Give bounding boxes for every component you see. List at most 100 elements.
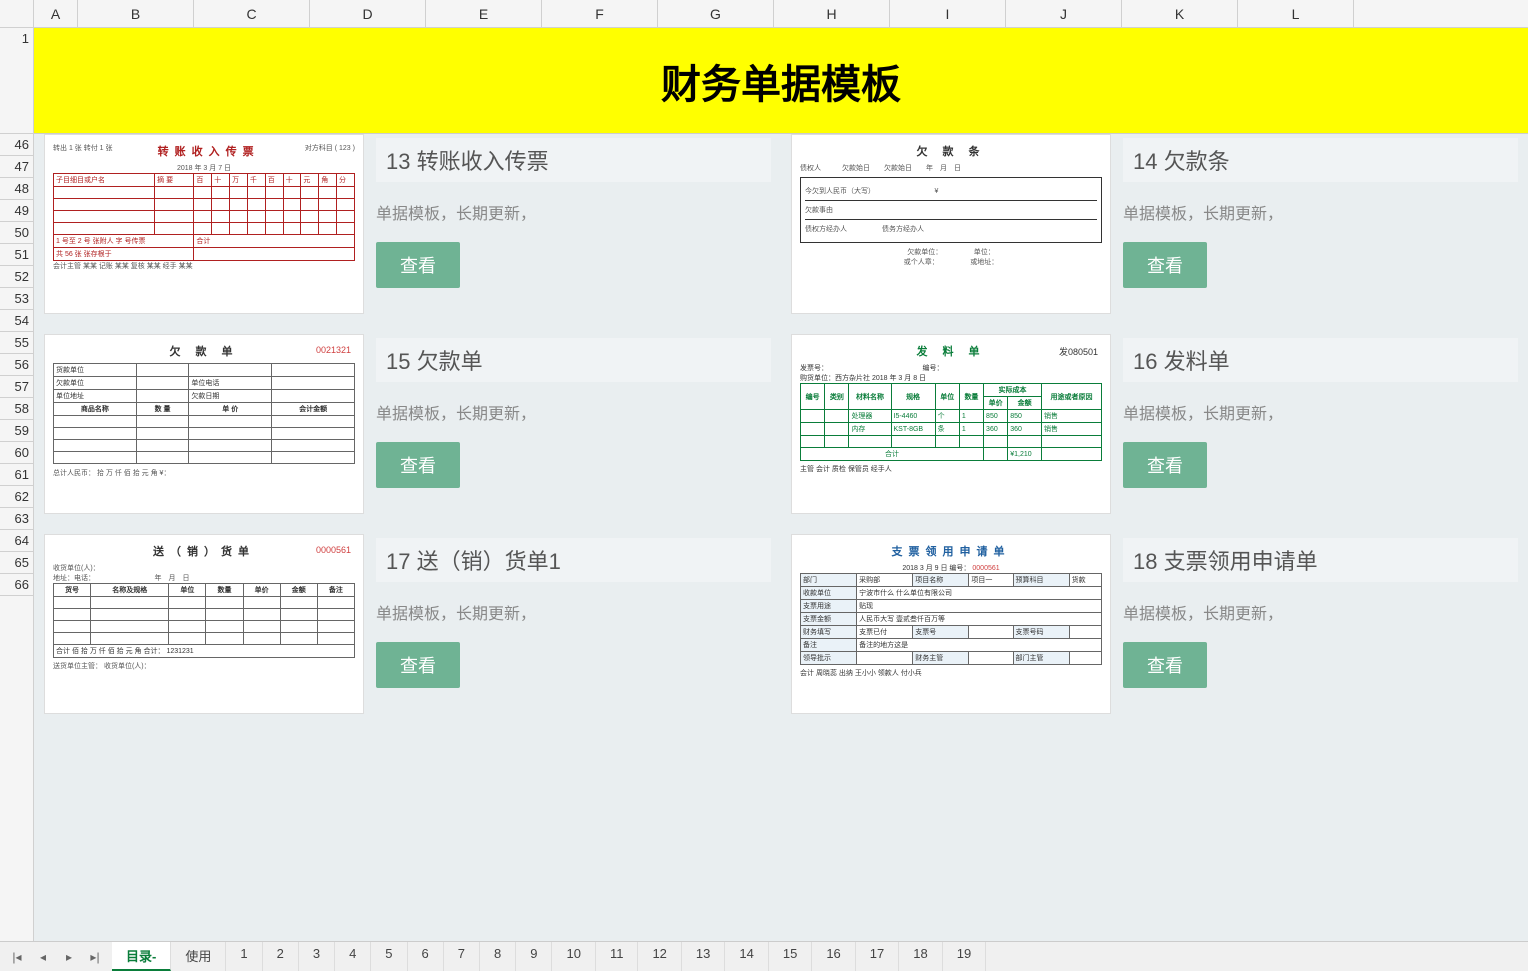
row-header[interactable]: 1: [0, 28, 33, 134]
col-header[interactable]: G: [658, 0, 774, 27]
col-header[interactable]: K: [1122, 0, 1238, 27]
col-header[interactable]: C: [194, 0, 310, 27]
select-all-corner[interactable]: [0, 0, 34, 27]
view-button[interactable]: 查看: [1123, 642, 1207, 688]
preview-table: 编号类别材料名称规格单位数量实际成本用途或者原因 单价金额 处理器I5-4460…: [800, 383, 1102, 461]
preview-form-title: 欠 款 条: [800, 143, 1102, 159]
sheet-tab[interactable]: 7: [444, 942, 480, 971]
col-header[interactable]: F: [542, 0, 658, 27]
view-button[interactable]: 查看: [1123, 242, 1207, 288]
view-button[interactable]: 查看: [1123, 442, 1207, 488]
sheet-tab[interactable]: 11: [596, 942, 639, 971]
template-desc: 单据模板，长期更新，: [376, 200, 771, 224]
col-header[interactable]: J: [1006, 0, 1122, 27]
sheet-tab[interactable]: 3: [299, 942, 335, 971]
preview-form-title: 欠 款 单: [53, 343, 355, 359]
row-header[interactable]: 46: [0, 134, 33, 156]
template-title: 16 发料单: [1123, 338, 1518, 382]
preview-total: 总计人民币： 拾 万 仟 佰 拾 元 角 ¥：: [53, 468, 355, 478]
col-header[interactable]: I: [890, 0, 1006, 27]
template-title: 17 送（销）货单1: [376, 538, 771, 582]
view-button[interactable]: 查看: [376, 242, 460, 288]
template-desc: 单据模板，长期更新，: [1123, 600, 1518, 624]
template-card-14: 欠 款 条 债权人 欠款始日 欠款始日 年 月 日 今欠到人民币（大写） ¥ 欠…: [791, 134, 1518, 314]
template-desc: 单据模板，长期更新，: [376, 400, 771, 424]
template-desc: 单据模板，长期更新，: [376, 600, 771, 624]
tab-nav-next-icon[interactable]: ▸: [60, 948, 78, 966]
template-desc: 单据模板，长期更新，: [1123, 400, 1518, 424]
row-header[interactable]: 47: [0, 156, 33, 178]
sheet-tab[interactable]: 18: [899, 942, 942, 971]
template-title: 18 支票领用申请单: [1123, 538, 1518, 582]
row-header[interactable]: 48: [0, 178, 33, 200]
preview-footer: 主管 会计 质检 保管员 经手人: [800, 464, 1102, 474]
sheet-tab[interactable]: 1: [226, 942, 262, 971]
sheet-tab[interactable]: 19: [943, 942, 986, 971]
row-header[interactable]: 64: [0, 530, 33, 552]
sheet-tabs-bar: |◂ ◂ ▸ ▸| 目录-使用1234567891011121314151617…: [0, 941, 1528, 971]
template-title: 14 欠款条: [1123, 138, 1518, 182]
sheet-tab[interactable]: 9: [516, 942, 552, 971]
sheet-tab[interactable]: 6: [408, 942, 444, 971]
sheet-tab[interactable]: 14: [725, 942, 768, 971]
template-card-17: 送（销）货单 0000561 收货单位(人)： 地址：电话： 年 月 日 货号名…: [44, 534, 771, 714]
template-title: 15 欠款单: [376, 338, 771, 382]
row-header[interactable]: 65: [0, 552, 33, 574]
sheet-tab[interactable]: 17: [856, 942, 899, 971]
sheet-tab[interactable]: 4: [335, 942, 371, 971]
sheet-tab[interactable]: 5: [371, 942, 407, 971]
row-header[interactable]: 60: [0, 442, 33, 464]
sheet-tab[interactable]: 16: [812, 942, 855, 971]
preview-form-title: 发 料 单: [800, 343, 1102, 359]
preview-meta: 对方科目 ( 123 ): [305, 143, 355, 163]
view-button[interactable]: 查看: [376, 642, 460, 688]
preview-meta: 转出 1 张 转付 1 张: [53, 143, 113, 163]
template-title: 13 转账收入传票: [376, 138, 771, 182]
col-header[interactable]: H: [774, 0, 890, 27]
row-header[interactable]: 49: [0, 200, 33, 222]
row-header[interactable]: 57: [0, 376, 33, 398]
row-header[interactable]: 53: [0, 288, 33, 310]
tab-nav-prev-icon[interactable]: ◂: [34, 948, 52, 966]
row-header[interactable]: 63: [0, 508, 33, 530]
col-header[interactable]: B: [78, 0, 194, 27]
row-header[interactable]: 56: [0, 354, 33, 376]
row-header[interactable]: 52: [0, 266, 33, 288]
preview-18: 支票领用申请单 2018 3 月 9 日 编号： 0000561 部门采购部项目…: [791, 534, 1111, 714]
sheet-tab[interactable]: 8: [480, 942, 516, 971]
template-desc: 单据模板，长期更新，: [1123, 200, 1518, 224]
preview-footer: 会计主管 某某 记账 某某 复核 某某 经手 某某: [53, 261, 355, 271]
sheet-tab[interactable]: 10: [552, 942, 595, 971]
row-header[interactable]: 66: [0, 574, 33, 596]
row-header[interactable]: 59: [0, 420, 33, 442]
sheet-tab[interactable]: 使用: [171, 942, 226, 971]
tab-nav-last-icon[interactable]: ▸|: [86, 948, 104, 966]
row-header[interactable]: 54: [0, 310, 33, 332]
preview-number: 0000561: [316, 545, 351, 555]
col-header[interactable]: D: [310, 0, 426, 27]
spreadsheet-content[interactable]: 财务单据模板 转出 1 张 转付 1 张 转账收入传票 对方科目 ( 123 )…: [34, 28, 1528, 941]
sheet-tab[interactable]: 15: [769, 942, 812, 971]
row-header[interactable]: 50: [0, 222, 33, 244]
row-header[interactable]: 61: [0, 464, 33, 486]
sheet-tab[interactable]: 13: [682, 942, 725, 971]
preview-17: 送（销）货单 0000561 收货单位(人)： 地址：电话： 年 月 日 货号名…: [44, 534, 364, 714]
col-header[interactable]: A: [34, 0, 78, 27]
view-button[interactable]: 查看: [376, 442, 460, 488]
row-header[interactable]: 62: [0, 486, 33, 508]
row-header[interactable]: 55: [0, 332, 33, 354]
title-banner: 财务单据模板: [34, 28, 1528, 134]
preview-table: 子目细目或户名摘 要百十万千百十元角分 1 号至 2 号 张附人 字 号传票合计…: [53, 173, 355, 261]
col-header[interactable]: L: [1238, 0, 1354, 27]
sheet-tab[interactable]: 2: [263, 942, 299, 971]
preview-number: 0021321: [316, 345, 351, 355]
sheet-tab[interactable]: 12: [638, 942, 681, 971]
col-header[interactable]: E: [426, 0, 542, 27]
row-header[interactable]: 51: [0, 244, 33, 266]
template-card-18: 支票领用申请单 2018 3 月 9 日 编号： 0000561 部门采购部项目…: [791, 534, 1518, 714]
row-header[interactable]: 58: [0, 398, 33, 420]
tab-nav-first-icon[interactable]: |◂: [8, 948, 26, 966]
preview-date: 2018 年 3 月 7 日: [53, 163, 355, 173]
preview-16: 发 料 单 发080501 发票号： 编号： 购货单位：西方杂片社 2018 年…: [791, 334, 1111, 514]
sheet-tab[interactable]: 目录-: [112, 942, 171, 971]
